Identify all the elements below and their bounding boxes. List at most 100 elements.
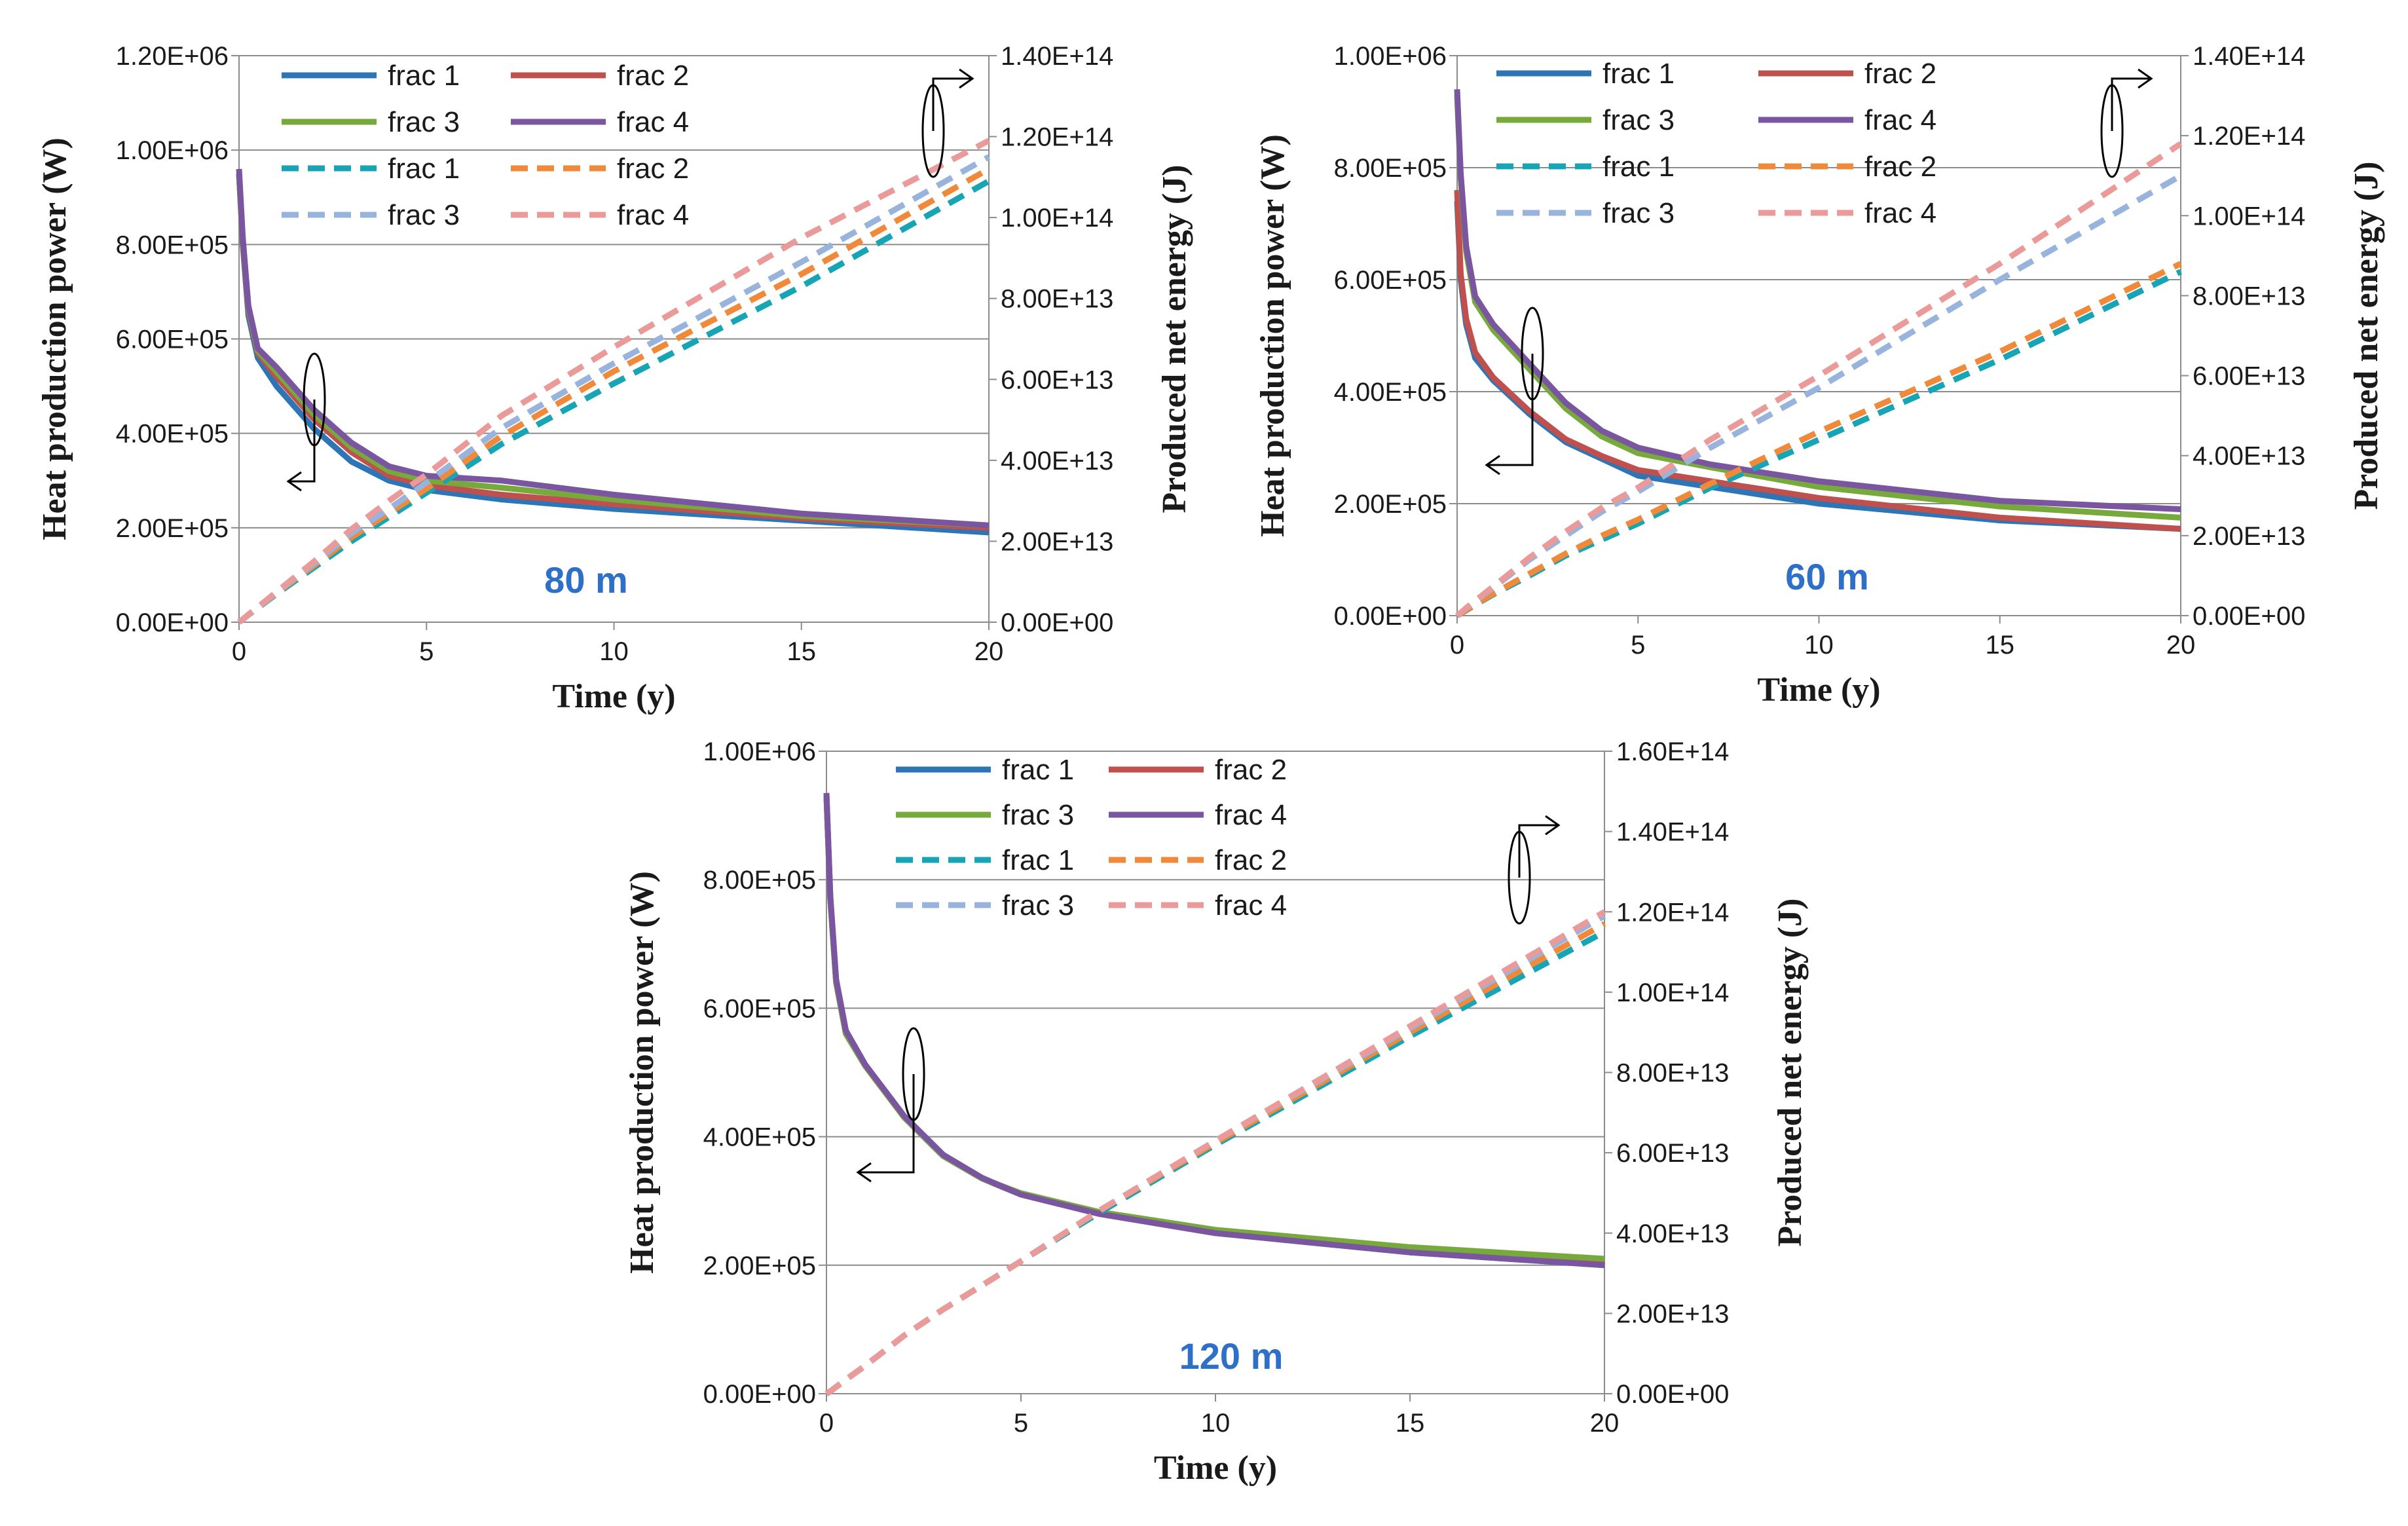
chart-panel-2: 0.00E+00 2.00E+05 4.00E+05 6.00E+05 8.00E+05… [623,737,1809,1487]
left-tick-label: 1.20E+06 [116,42,229,71]
legend-label: frac 4 [1864,197,1936,229]
legend-label: frac 2 [617,153,689,185]
right-tick-label: 1.00E+14 [1616,978,1729,1007]
right-tick-label: 1.40E+14 [1616,818,1729,847]
right-tick-label: 6.00E+13 [1001,365,1113,394]
series-line-energy-frac-4 [237,138,991,625]
axis-indicator-arrow [2111,77,2151,131]
axis-indicator-arrow [932,77,972,131]
series-line-power-frac-4 [1454,89,2181,512]
right-tick-label: 1.00E+14 [1001,204,1113,233]
left-tick-label: 2.00E+05 [116,514,229,543]
legend-label: frac 1 [1002,844,1074,876]
right-tick-label: 8.00E+13 [2193,282,2305,310]
left-tick-label: 6.00E+05 [703,994,816,1023]
x-tick-label: 0 [1450,631,1464,660]
right-axis-title: Produced net energy (J) [2348,162,2385,510]
axis-indicator-arrow [1518,824,1559,878]
arrowhead-icon [286,471,302,492]
right-tick-label: 0.00E+00 [1001,608,1113,637]
left-tick-label: 0.00E+00 [703,1380,816,1409]
legend-label: frac 1 [388,153,460,185]
series-line-energy-frac-1 [824,929,1606,1396]
legend-label: frac 4 [617,199,689,231]
legend-label: frac 4 [1215,889,1287,921]
right-axis-indicator [1508,815,1561,925]
left-tick-label: 1.00E+06 [116,136,229,165]
series-line-power-frac-2 [236,173,990,531]
series-line-power-frac-4 [823,792,1605,1269]
right-tick-label: 8.00E+13 [1616,1059,1729,1088]
legend-label: frac 2 [1864,58,1936,90]
series-line-power-frac-2 [1454,190,2181,532]
series-line-power-frac-3 [236,173,990,529]
right-tick-label: 1.20E+14 [2193,122,2305,151]
x-tick-label: 5 [1014,1409,1028,1438]
x-tick-label: 5 [1631,631,1645,660]
left-tick-label: 6.00E+05 [116,326,229,354]
left-tick-label: 8.00E+05 [116,231,229,259]
legend-label: frac 3 [1602,104,1675,136]
distance-annotation: 80 m [544,559,628,601]
right-tick-label: 8.00E+13 [1001,285,1113,314]
arrowhead-icon [2138,68,2153,89]
x-tick-label: 20 [974,637,1004,666]
left-axis-indicator [856,1027,925,1183]
legend-label: frac 1 [1002,754,1074,786]
right-tick-label: 4.00E+13 [1001,447,1113,475]
legend-label: frac 4 [1864,104,1936,136]
legend-label: frac 3 [1002,799,1074,831]
legend-label: frac 3 [388,199,460,231]
left-tick-label: 2.00E+05 [703,1252,816,1280]
arrowhead-icon [959,68,974,89]
left-axis-indicator [286,352,326,492]
legend-label: frac 1 [1602,151,1675,183]
x-tick-label: 0 [232,637,246,666]
x-axis-title: Time (y) [1757,671,1880,709]
x-axis-title: Time (y) [1154,1449,1277,1487]
right-tick-label: 1.60E+14 [1616,737,1729,766]
left-tick-label: 1.00E+06 [1334,42,1447,71]
left-tick-label: 8.00E+05 [703,866,816,895]
right-tick-label: 0.00E+00 [2193,602,2305,631]
left-tick-label: 0.00E+00 [116,608,229,637]
right-tick-label: 1.40E+14 [1001,42,1113,71]
right-tick-label: 1.20E+14 [1616,898,1729,927]
right-axis-title: Produced net energy (J) [1156,165,1193,513]
left-axis-title: Heat production power (W) [623,871,661,1274]
left-axis-title: Heat production power (W) [1254,134,1291,537]
x-tick-label: 15 [787,637,817,666]
axis-indicator-arrow [288,400,316,483]
chart-panel-1: 0.00E+00 2.00E+05 4.00E+05 6.00E+05 8.00E+05… [1254,42,2385,709]
series-line-energy-frac-2 [237,166,991,625]
left-tick-label: 2.00E+05 [1334,490,1447,519]
x-tick-label: 20 [2166,631,2196,660]
x-tick-label: 10 [1804,631,1834,660]
right-tick-label: 6.00E+13 [2193,362,2305,391]
left-axis-title: Heat production power (W) [36,138,73,540]
legend-label: frac 2 [617,60,689,92]
legend-label: frac 2 [1215,754,1287,786]
x-tick-label: 10 [1201,1409,1231,1438]
distance-annotation: 60 m [1785,556,1869,597]
right-tick-label: 4.00E+13 [1616,1219,1729,1248]
legend-label: frac 3 [1002,889,1074,921]
right-tick-label: 2.00E+13 [2193,522,2305,551]
legend-label: frac 1 [1602,58,1675,90]
right-tick-label: 0.00E+00 [1616,1380,1729,1409]
left-tick-label: 1.00E+06 [703,737,816,766]
right-axis-title: Produced net energy (J) [1771,899,1809,1247]
right-tick-label: 2.00E+13 [1616,1299,1729,1328]
left-tick-label: 4.00E+05 [116,420,229,449]
right-tick-label: 1.20E+14 [1001,123,1113,152]
right-tick-label: 2.00E+13 [1001,527,1113,556]
series-line-energy-frac-1 [237,178,991,625]
x-tick-label: 15 [1396,1409,1425,1438]
series-line-energy-frac-3 [1455,173,2183,618]
legend-label: frac 3 [388,106,460,138]
right-axis-indicator [2100,68,2153,178]
arrowhead-icon [856,1162,872,1183]
right-tick-label: 4.00E+13 [2193,442,2305,471]
series-line-energy-frac-4 [824,909,1606,1396]
